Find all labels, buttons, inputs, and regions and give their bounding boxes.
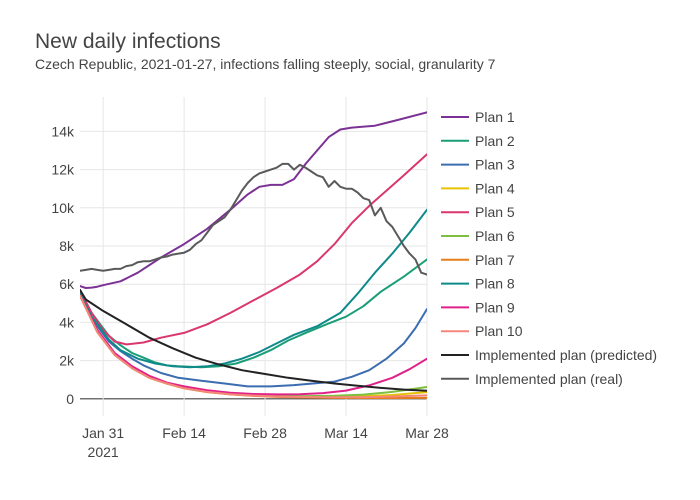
y-tick-label: 12k	[51, 162, 75, 178]
legend-label-plan-3: Plan 3	[475, 157, 515, 173]
legend-label-implemented-plan-predicted: Implemented plan (predicted)	[475, 347, 657, 363]
series-line-plan-5	[80, 153, 427, 346]
x-tick-label: Mar 14	[324, 425, 368, 441]
legend-label-plan-7: Plan 7	[475, 252, 515, 268]
x-tick-year-label: 2021	[88, 444, 119, 460]
legend-label-plan-5: Plan 5	[475, 204, 515, 220]
legend-label-plan-4: Plan 4	[475, 180, 515, 196]
y-tick-label: 8k	[59, 238, 75, 254]
series-line-plan-8	[80, 208, 427, 369]
series-line-plan-4	[80, 294, 427, 398]
legend-label-plan-10: Plan 10	[475, 323, 523, 339]
chart-title: New daily infections	[35, 30, 221, 53]
series-line-implemented-plan-real	[80, 162, 427, 276]
legend-label-implemented-plan-real: Implemented plan (real)	[475, 371, 623, 387]
chart-subtitle: Czech Republic, 2021-01-27, infections f…	[35, 56, 496, 72]
x-tick-label: Feb 14	[162, 425, 206, 441]
legend-label-plan-9: Plan 9	[475, 299, 515, 315]
series-line-plan-6	[80, 294, 427, 398]
y-tick-label: 10k	[51, 200, 75, 216]
x-tick-label: Feb 28	[243, 425, 287, 441]
y-tick-label: 0	[66, 391, 74, 407]
series-line-plan-2	[80, 258, 427, 369]
y-tick-label: 14k	[51, 123, 75, 139]
y-tick-label: 6k	[59, 276, 75, 292]
series-line-plan-9	[80, 294, 427, 396]
x-tick-label: Jan 31	[82, 425, 124, 441]
series-line-plan-1	[80, 111, 427, 289]
series-group	[80, 111, 427, 399]
y-tick-label: 4k	[59, 314, 75, 330]
series-line-implemented-plan-predicted	[80, 288, 427, 392]
series-line-plan-3	[80, 292, 427, 388]
legend-label-plan-2: Plan 2	[475, 133, 515, 149]
series-line-plan-10	[80, 294, 427, 399]
legend-label-plan-6: Plan 6	[475, 228, 515, 244]
y-tick-label: 2k	[59, 353, 75, 369]
legend-label-plan-8: Plan 8	[475, 276, 515, 292]
x-tick-label: Mar 28	[405, 425, 449, 441]
legend-label-plan-1: Plan 1	[475, 109, 515, 125]
